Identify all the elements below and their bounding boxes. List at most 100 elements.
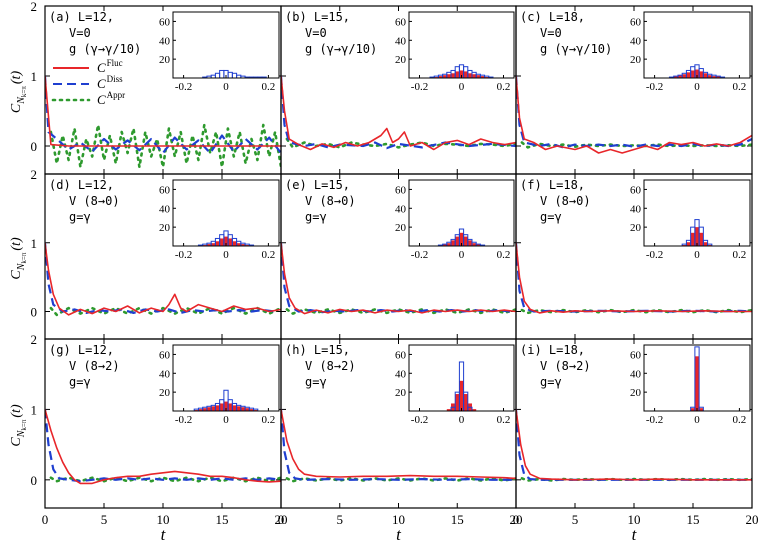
series-fluc-g <box>45 409 281 485</box>
series-fluc-d <box>45 242 281 316</box>
inset-ytick-label: 20 <box>159 387 171 399</box>
hist-bar-fluc <box>686 242 691 246</box>
hist-bar-fluc <box>442 244 447 246</box>
hist-bar-fluc <box>202 408 207 411</box>
ytick-label: 2 <box>31 332 38 347</box>
hist-bar-fluc <box>219 238 224 246</box>
series-fluc-e <box>281 242 516 315</box>
xtick-label: 20 <box>510 512 523 527</box>
inset-ytick-label: 20 <box>630 222 642 234</box>
hist-bar-fluc <box>716 76 721 78</box>
hist-bar-fluc <box>206 244 212 246</box>
hist-bar-fluc <box>694 356 700 411</box>
panel-param-g: g (γ→γ/10) <box>69 42 141 56</box>
xtick-label: 10 <box>157 512 170 527</box>
panel-label: (h) L=15, <box>285 343 350 357</box>
xtick-label: 10 <box>628 512 641 527</box>
panel-param-v: V (8→0) <box>305 194 356 208</box>
panel-label: (i) L=18, <box>520 343 585 357</box>
xtick-label: 5 <box>572 512 579 527</box>
series-diss-h <box>281 409 516 481</box>
inset-ytick-label: 20 <box>630 387 642 399</box>
inset-g: -0.2 0 0.2 20 40 60 <box>159 344 280 426</box>
inset-xtick-label: 0.2 <box>497 414 511 426</box>
inset-b: -0.2 0 0.2 20 40 60 <box>395 11 515 93</box>
inset-xtick-label: 0 <box>223 414 229 426</box>
inset-xtick-label: 0.2 <box>733 414 747 426</box>
hist-bar-fluc <box>228 238 233 246</box>
inset-ytick-label: 60 <box>395 349 407 361</box>
inset-ytick-label: 60 <box>159 184 171 196</box>
panel-label: (a) L=12, <box>49 10 114 24</box>
hist-bar-fluc <box>686 72 691 78</box>
hist-bar-fluc <box>215 241 220 246</box>
panel-param-g: g=γ <box>305 210 327 224</box>
inset-ytick-label: 20 <box>630 54 642 66</box>
inset-ytick-label: 20 <box>159 222 171 234</box>
hist-bar-fluc <box>699 408 704 411</box>
panel-param-g: g=γ <box>305 375 327 389</box>
hist-bar-fluc <box>232 241 237 246</box>
panel-param-v: V=0 <box>69 26 91 40</box>
inset-ytick-label: 60 <box>630 349 642 361</box>
series-diss-c <box>516 75 752 149</box>
series-diss-d <box>45 242 276 314</box>
hist-bar-fluc <box>236 243 241 246</box>
inset-ytick-label: 60 <box>630 16 642 28</box>
inset-ytick-label: 20 <box>395 54 407 66</box>
inset-ytick-label: 40 <box>630 35 642 47</box>
inset-ytick-label: 40 <box>630 203 642 215</box>
inset-xtick-label: 0.2 <box>497 81 511 93</box>
hist-bar-fluc <box>438 76 443 78</box>
panel-c: (c) L=18, V=0 g (γ→γ/10) -0.2 0 0.2 20 40 60 <box>515 5 753 175</box>
legend-label: CAppr <box>97 90 125 107</box>
legend-label: CFluc <box>97 58 123 75</box>
series-appr-b <box>285 137 516 149</box>
x-axis-label: t <box>161 525 167 544</box>
panel-param-g: g=γ <box>540 210 562 224</box>
xtick-label: 0 <box>513 512 520 527</box>
panel-d: 0 1 2 (d) L=12, V (8→0) g=γ -0.2 0 0.2 20 40 60 <box>31 167 282 340</box>
hist-bar-fluc <box>228 403 233 411</box>
hist-bar-fluc <box>240 244 246 246</box>
ytick-label: 0 <box>31 139 38 154</box>
inset-xtick-label: 0.2 <box>262 249 276 261</box>
panel-param-g: g=γ <box>69 375 91 389</box>
hist-bar-fluc <box>198 409 203 411</box>
panel-param-g: g (γ→γ/10) <box>305 42 377 56</box>
series-appr-g <box>49 476 281 483</box>
series-fluc-f <box>516 242 752 314</box>
hist-bar-fluc <box>682 74 687 78</box>
hist-bar-fluc <box>463 394 468 411</box>
xtick-label: 0 <box>278 512 285 527</box>
hist-bar-fluc <box>703 73 708 78</box>
y-axis-label: CNk=π(t) <box>9 237 28 280</box>
panel-param-v: V (8→0) <box>540 194 591 208</box>
ytick-label: 0 <box>31 305 38 320</box>
inset-xtick-label: 0.2 <box>497 249 511 261</box>
hist-bar-fluc <box>472 409 477 411</box>
panel-e: (e) L=15, V (8→0) g=γ -0.2 0 0.2 20 40 60 <box>280 173 517 340</box>
hist-bar-fluc <box>459 232 464 246</box>
inset-h: -0.2 0 0.2 20 40 60 <box>395 344 515 426</box>
hist-bar-fluc <box>472 243 477 246</box>
panel-param-v: V (8→0) <box>69 194 120 208</box>
series-fluc-a <box>45 75 281 147</box>
inset-ytick-label: 20 <box>395 387 407 399</box>
hist-bar-fluc <box>694 69 700 78</box>
inset-ytick-label: 40 <box>159 203 171 215</box>
hist-bar-fluc <box>446 243 451 246</box>
hist-bar-fluc <box>699 232 704 246</box>
panel-label: (g) L=12, <box>49 343 114 357</box>
inset-xtick-label: -0.2 <box>411 81 428 93</box>
inset-ytick-label: 40 <box>395 368 407 380</box>
inset-xtick-label: 0.2 <box>733 81 747 93</box>
ytick-label: 2 <box>31 167 38 182</box>
inset-ytick-label: 20 <box>159 54 171 66</box>
inset-xtick-label: 0 <box>223 249 229 261</box>
panel-label: (d) L=12, <box>49 178 114 192</box>
hist-bar-fluc <box>690 408 695 411</box>
inset-xtick-label: 0 <box>694 249 700 261</box>
